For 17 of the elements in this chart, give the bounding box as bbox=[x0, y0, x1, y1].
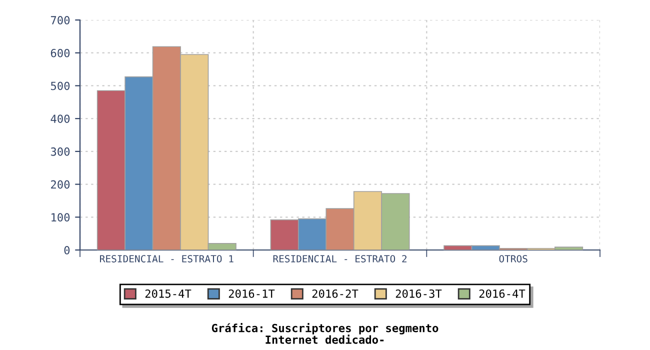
y-tick-label: 200 bbox=[51, 180, 70, 189]
y-tick-label: 0 bbox=[64, 246, 70, 254]
legend-label: 2016-4T bbox=[479, 289, 526, 298]
y-tick-label: 600 bbox=[50, 48, 70, 58]
x-tick-label: RESIDENCIAL - ESTRATO 1 bbox=[100, 255, 234, 262]
y-tick-label: 300 bbox=[50, 147, 70, 156]
y-tick-label: 700 bbox=[50, 16, 70, 24]
legend-label: 2015-4T bbox=[145, 289, 192, 298]
text: Gráfica: Suscriptores por segmento Internet dedicado- bbox=[212, 323, 438, 344]
legend-label: 2016-2T bbox=[312, 289, 358, 298]
legend-label: 2016-1T bbox=[228, 289, 275, 298]
legend-label: 2016-3T bbox=[396, 289, 442, 298]
x-tick-label: OTROS bbox=[499, 255, 528, 262]
y-tick-label: 100 bbox=[52, 213, 70, 222]
y-tick-label: 500 bbox=[50, 82, 70, 90]
x-tick-label: RESIDENCIAL - ESTRATO 2 bbox=[273, 255, 406, 262]
y-tick-label: 400 bbox=[50, 114, 70, 123]
